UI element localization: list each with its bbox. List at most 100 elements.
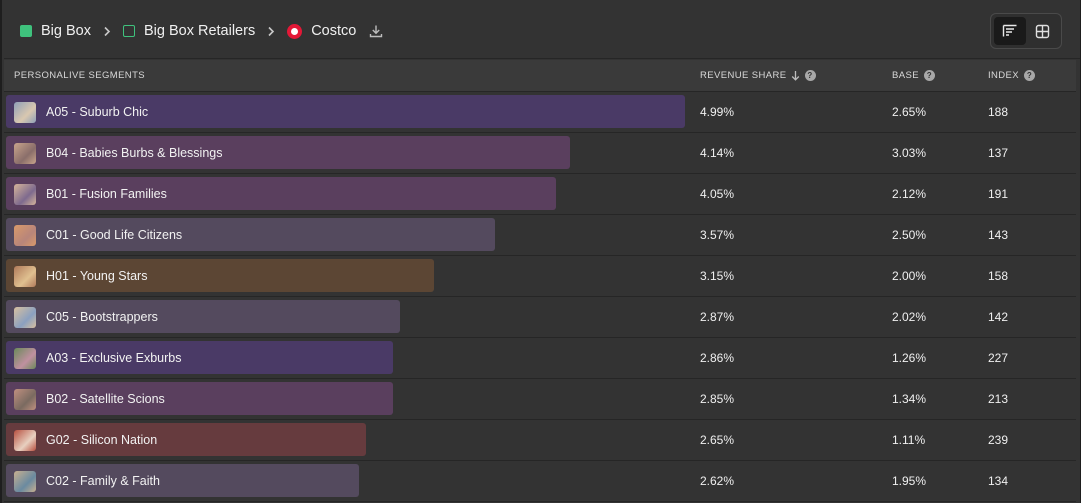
index-cell: 143 xyxy=(988,228,1009,242)
revenue-share-bar xyxy=(6,177,556,210)
segment-label: G02 - Silicon Nation xyxy=(46,433,158,447)
help-icon[interactable]: ? xyxy=(1024,70,1036,81)
segment-label: H01 - Young Stars xyxy=(46,269,148,283)
revenue-share-bar xyxy=(6,464,359,497)
bar-list-view-button[interactable] xyxy=(994,17,1026,45)
revenue-share-bar xyxy=(6,423,366,456)
segment-label: A03 - Exclusive Exburbs xyxy=(46,351,182,365)
segment-label: B01 - Fusion Families xyxy=(46,187,167,201)
help-icon[interactable]: ? xyxy=(923,70,935,81)
column-header-base[interactable]: BASE ? xyxy=(892,70,935,81)
breadcrumb-label: Big Box xyxy=(41,23,91,39)
segment-avatar xyxy=(14,143,36,164)
revenue-share-cell: 3.15% xyxy=(700,269,735,283)
revenue-share-cell: 2.85% xyxy=(700,392,735,406)
breadcrumb: Big Box Big Box Retailers Costco xyxy=(20,20,383,42)
revenue-share-bar xyxy=(6,382,393,415)
segment-avatar xyxy=(14,430,36,451)
grid-view-button[interactable] xyxy=(1026,17,1058,45)
revenue-share-cell: 3.57% xyxy=(700,228,735,242)
table-row[interactable]: B02 - Satellite Scions 2.85% 1.34% 213 xyxy=(4,379,1076,420)
segment-avatar xyxy=(14,348,36,369)
base-cell: 1.95% xyxy=(892,474,927,488)
chevron-right-icon xyxy=(267,26,275,37)
segment-avatar xyxy=(14,471,36,492)
index-cell: 191 xyxy=(988,187,1009,201)
base-cell: 2.50% xyxy=(892,228,927,242)
revenue-share-bar xyxy=(6,95,685,128)
breadcrumb-item-big-box[interactable]: Big Box xyxy=(20,23,91,39)
revenue-share-bar xyxy=(6,136,570,169)
index-cell: 137 xyxy=(988,146,1009,160)
subcategory-marker-icon xyxy=(122,25,135,37)
index-cell: 134 xyxy=(988,474,1009,488)
help-icon[interactable]: ? xyxy=(804,70,816,81)
segment-avatar xyxy=(14,225,36,246)
header-bar: Big Box Big Box Retailers Costco xyxy=(4,0,1080,59)
segment-avatar xyxy=(14,184,36,205)
segment-avatar xyxy=(14,307,36,328)
base-cell: 2.65% xyxy=(892,105,927,119)
base-cell: 1.34% xyxy=(892,392,927,406)
sort-descending-icon xyxy=(791,70,800,81)
segment-label: B02 - Satellite Scions xyxy=(46,392,165,406)
table-row[interactable]: C01 - Good Life Citizens 3.57% 2.50% 143 xyxy=(4,215,1076,256)
table-row[interactable]: C02 - Family & Faith 2.62% 1.95% 134 xyxy=(4,461,1076,502)
chevron-right-icon xyxy=(103,26,111,37)
revenue-share-bar xyxy=(6,341,393,374)
segment-label: C02 - Family & Faith xyxy=(46,474,160,488)
breadcrumb-item-costco[interactable]: Costco xyxy=(287,23,356,39)
base-cell: 1.26% xyxy=(892,351,927,365)
segment-label: C01 - Good Life Citizens xyxy=(46,228,183,242)
column-header-revenue-share[interactable]: REVENUE SHARE ? xyxy=(700,70,816,81)
revenue-share-cell: 4.99% xyxy=(700,105,735,119)
base-cell: 2.00% xyxy=(892,269,927,283)
segment-avatar xyxy=(14,266,36,287)
breadcrumb-label: Costco xyxy=(311,23,357,39)
revenue-share-bar xyxy=(6,218,495,251)
category-marker-icon xyxy=(20,25,32,37)
view-toggle xyxy=(990,13,1062,49)
breadcrumb-label: Big Box Retailers xyxy=(143,23,256,39)
revenue-share-cell: 2.62% xyxy=(700,474,735,488)
table-row[interactable]: H01 - Young Stars 3.15% 2.00% 158 xyxy=(4,256,1076,297)
column-header-segments[interactable]: PERSONALIVE SEGMENTS xyxy=(14,70,146,81)
index-cell: 142 xyxy=(988,310,1009,324)
table-row[interactable]: B01 - Fusion Families 4.05% 2.12% 191 xyxy=(4,174,1076,215)
base-cell: 2.12% xyxy=(892,187,927,201)
index-cell: 158 xyxy=(988,269,1009,283)
download-icon[interactable] xyxy=(369,24,383,38)
table-row[interactable]: A05 - Suburb Chic 4.99% 2.65% 188 xyxy=(4,92,1076,133)
table-row[interactable]: C05 - Bootstrappers 2.87% 2.02% 142 xyxy=(4,297,1076,338)
base-cell: 3.03% xyxy=(892,146,927,160)
segment-label: C05 - Bootstrappers xyxy=(46,310,158,324)
index-cell: 213 xyxy=(988,392,1009,406)
revenue-share-cell: 4.14% xyxy=(700,146,735,160)
grid-icon xyxy=(1035,24,1049,38)
segment-label: A05 - Suburb Chic xyxy=(46,105,149,119)
base-cell: 2.02% xyxy=(892,310,927,324)
index-cell: 188 xyxy=(988,105,1009,119)
breadcrumb-item-big-box-retailers[interactable]: Big Box Retailers xyxy=(122,23,256,39)
revenue-share-cell: 4.05% xyxy=(700,187,735,201)
segment-avatar xyxy=(14,102,36,123)
table-row[interactable]: G02 - Silicon Nation 2.65% 1.11% 239 xyxy=(4,420,1076,461)
revenue-share-cell: 2.87% xyxy=(700,310,735,324)
segment-avatar xyxy=(14,389,36,410)
index-cell: 227 xyxy=(988,351,1009,365)
table-row[interactable]: A03 - Exclusive Exburbs 2.86% 1.26% 227 xyxy=(4,338,1076,379)
bar-list-icon xyxy=(1002,24,1017,37)
segment-label: B04 - Babies Burbs & Blessings xyxy=(46,146,223,160)
table-header: PERSONALIVE SEGMENTS REVENUE SHARE ? BAS… xyxy=(4,60,1076,92)
table-body: A05 - Suburb Chic 4.99% 2.65% 188 B04 - Babi… xyxy=(4,92,1076,502)
costco-logo-icon xyxy=(287,23,303,39)
table-row[interactable]: B04 - Babies Burbs & Blessings 4.14% 3.03%… xyxy=(4,133,1076,174)
revenue-share-cell: 2.86% xyxy=(700,351,735,365)
index-cell: 239 xyxy=(988,433,1009,447)
revenue-share-bar xyxy=(6,300,400,333)
revenue-share-bar xyxy=(6,259,434,292)
column-header-index[interactable]: INDEX ? xyxy=(988,70,1036,81)
revenue-share-cell: 2.65% xyxy=(700,433,735,447)
base-cell: 1.11% xyxy=(892,433,926,447)
